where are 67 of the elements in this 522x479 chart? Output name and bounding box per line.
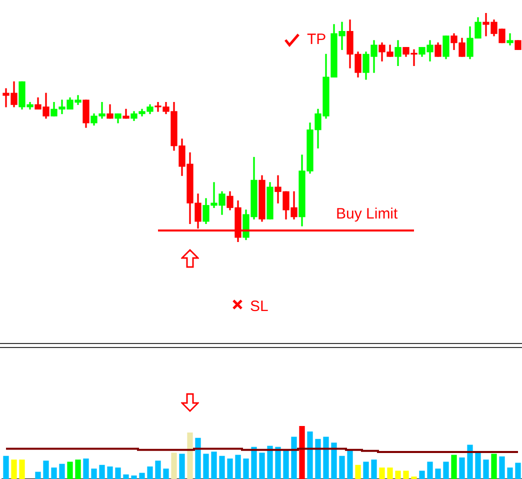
- candlestick: [506, 33, 514, 46]
- bar: [243, 458, 249, 479]
- bar: [427, 462, 433, 479]
- bar: [499, 456, 505, 479]
- bar: [323, 436, 329, 479]
- bar: [75, 460, 81, 479]
- bar: [491, 454, 497, 479]
- bar: [395, 470, 401, 479]
- bar: [203, 454, 209, 479]
- bar: [91, 468, 97, 479]
- bar: [387, 468, 393, 479]
- bar: [219, 456, 225, 479]
- bar: [299, 426, 305, 479]
- bar: [379, 468, 385, 479]
- bar: [251, 446, 257, 479]
- bar: [483, 460, 489, 479]
- bar: [315, 438, 321, 479]
- bar: [195, 438, 201, 479]
- bar: [187, 432, 193, 479]
- bar: [43, 460, 49, 479]
- bar: [259, 452, 265, 479]
- bar: [235, 454, 241, 479]
- bar: [99, 464, 105, 479]
- bar: [155, 460, 161, 479]
- bar: [171, 452, 177, 479]
- bar: [467, 444, 473, 479]
- bar: [283, 450, 289, 479]
- bar: [355, 464, 361, 479]
- bar: [307, 432, 313, 479]
- bar: [115, 468, 121, 479]
- bar: [339, 456, 345, 479]
- bar: [3, 456, 9, 479]
- bar: [11, 460, 17, 479]
- bar: [443, 462, 449, 479]
- bar: [291, 436, 297, 479]
- bar: [403, 470, 409, 479]
- text: SL: [250, 298, 268, 315]
- bar: [123, 474, 129, 479]
- bar: [451, 454, 457, 479]
- bar: [107, 466, 113, 479]
- bar: [515, 462, 521, 479]
- bar: [507, 468, 513, 479]
- bar: [363, 462, 369, 479]
- bar: [267, 446, 273, 479]
- bar: [371, 460, 377, 479]
- bar: [139, 472, 145, 479]
- bar: [67, 462, 73, 479]
- bar: [347, 450, 353, 479]
- bar: [147, 466, 153, 479]
- bar: [35, 472, 41, 479]
- bar: [59, 464, 65, 479]
- bar: [227, 458, 233, 479]
- bar: [179, 454, 185, 479]
- bar: [275, 446, 281, 479]
- bar: [211, 452, 217, 479]
- bar: [331, 442, 337, 479]
- bar: [435, 468, 441, 479]
- bar: [163, 468, 169, 479]
- annotation: TP: [307, 31, 326, 48]
- bar: [419, 470, 425, 479]
- bar: [475, 452, 481, 479]
- bar: [131, 475, 137, 479]
- bar: [83, 458, 89, 479]
- bar: [51, 468, 57, 479]
- bar: [459, 457, 465, 479]
- ref-line-label: Buy Limit: [336, 206, 399, 223]
- bar: [19, 460, 25, 479]
